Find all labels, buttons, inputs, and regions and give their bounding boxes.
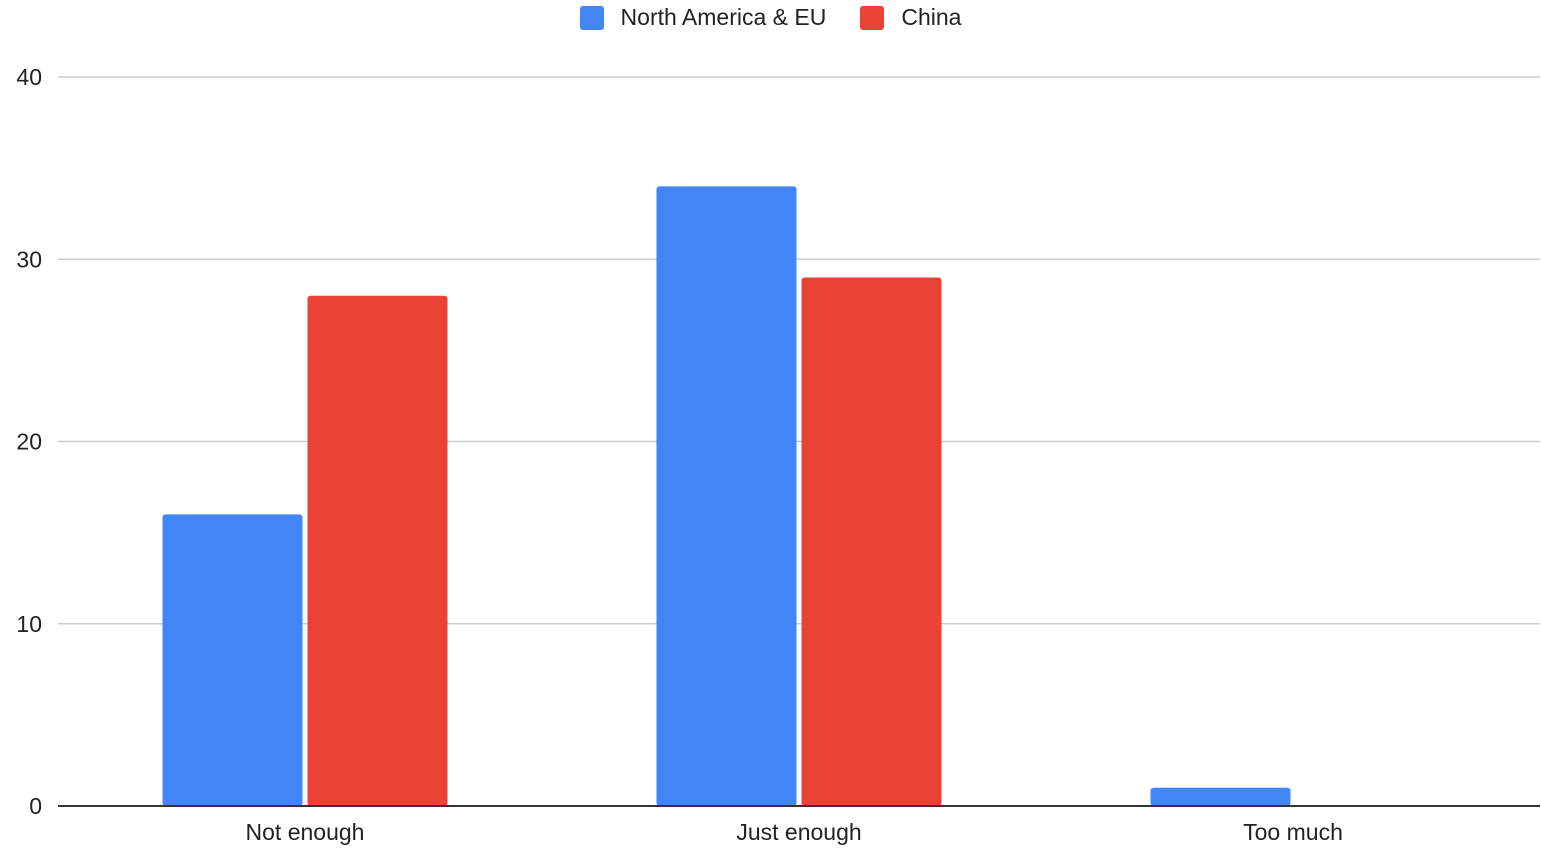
x-axis-ticks: Not enough Just enough Too much xyxy=(246,819,1343,845)
gridlines xyxy=(58,76,1540,625)
legend-item-north-america-eu: North America & EU xyxy=(579,4,827,31)
y-tick-label: 30 xyxy=(16,246,42,272)
bar-not-enough-china xyxy=(307,295,448,806)
x-tick-label: Not enough xyxy=(246,819,365,845)
bar-too-much-north-america-eu xyxy=(1150,787,1291,806)
y-tick-label: 10 xyxy=(16,611,42,637)
bar-not-enough-north-america-eu xyxy=(162,514,303,806)
legend-label-china: China xyxy=(901,4,962,30)
legend: North America & EU China xyxy=(0,4,1541,31)
bars xyxy=(162,186,1291,807)
y-tick-label: 40 xyxy=(16,64,42,90)
y-tick-label: 0 xyxy=(29,793,42,819)
bar-just-enough-china xyxy=(801,277,942,807)
x-tick-label: Just enough xyxy=(736,819,861,845)
legend-swatch-china xyxy=(860,5,885,30)
legend-swatch-north-america-eu xyxy=(579,5,604,30)
legend-label-north-america-eu: North America & EU xyxy=(620,4,827,30)
x-tick-label: Too much xyxy=(1243,819,1343,845)
y-tick-label: 20 xyxy=(16,429,42,455)
bar-just-enough-north-america-eu xyxy=(656,186,797,807)
y-axis-ticks: 0 10 20 30 40 xyxy=(16,64,42,819)
legend-item-china: China xyxy=(860,4,961,31)
